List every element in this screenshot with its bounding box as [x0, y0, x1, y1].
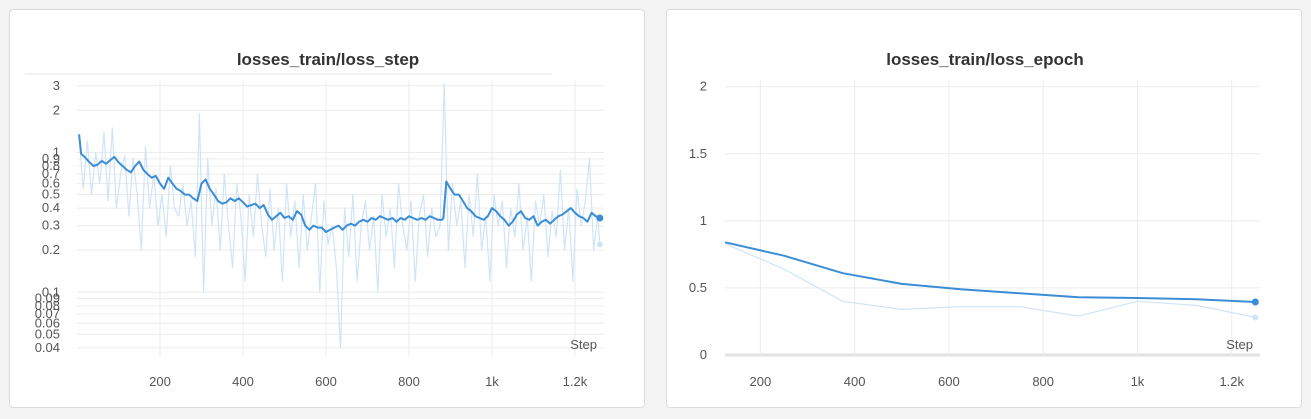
chart-title: losses_train/loss_step [237, 50, 419, 69]
y-tick-label: 0.5 [689, 280, 707, 295]
raw-series-line [78, 83, 601, 349]
x-tick-label: 1.2k [563, 374, 588, 389]
smoothed-series-end-point [1251, 298, 1259, 306]
raw-series-end-point [596, 241, 603, 248]
smoothed-series-line [78, 134, 601, 233]
x-tick-label: 200 [750, 374, 772, 389]
y-tick-label: 0.06 [35, 315, 60, 330]
x-tick-label: 400 [844, 374, 866, 389]
raw-series-line [724, 243, 1256, 318]
x-axis-title: Step [570, 337, 597, 352]
y-tick-label: 0.07 [35, 306, 60, 321]
y-tick-label: 0.9 [42, 151, 60, 166]
y-tick-label: 0.1 [42, 284, 60, 299]
y-tick-label: 0 [700, 347, 707, 362]
y-tick-label: 0.4 [42, 200, 60, 215]
y-tick-label: 1 [53, 144, 60, 159]
y-tick-label: 0.05 [35, 326, 60, 341]
x-tick-label: 800 [1032, 374, 1054, 389]
chart-panel-loss-step[interactable]: losses_train/loss_step 3 2 1 0.9 0.8 0.7 0.6 0.… [9, 9, 645, 408]
x-tick-label: 1.2k [1219, 374, 1244, 389]
chart-panel-loss-epoch[interactable]: losses_train/loss_epoch 0 0.5 1 1.5 2 200 400… [666, 9, 1302, 408]
loss-step-chart: losses_train/loss_step 3210.90.80.70.60.… [25, 50, 604, 389]
raw-series-end-point [1252, 314, 1259, 321]
x-tick-label: 1k [1131, 374, 1145, 389]
y-tick-label: 0.3 [42, 218, 60, 233]
y-tick-label: 0.09 [35, 291, 60, 306]
y-tick-label: 3 [53, 78, 60, 93]
y-tick-label: 0.08 [35, 298, 60, 313]
x-tick-label: 600 [938, 374, 960, 389]
smoothed-series-line [724, 241, 1256, 303]
x-tick-labels: 200 400 600 800 1k 1.2k [750, 374, 1245, 389]
grid-lines [725, 80, 1260, 357]
y-tick-label: 2 [700, 79, 707, 94]
y-tick-label: 2 [53, 102, 60, 117]
y-tick-label: 0.2 [42, 242, 60, 257]
y-tick-labels: 3210.90.80.70.60.50.40.30.20.10.090.080.… [35, 78, 60, 355]
smoothed-series-end-point [596, 214, 604, 222]
x-tick-label: 200 [149, 374, 171, 389]
y-tick-label: 0.04 [35, 340, 60, 355]
series-lines [724, 241, 1259, 321]
x-tick-label: 800 [398, 374, 420, 389]
y-tick-label: 1 [700, 213, 707, 228]
x-tick-labels: 200 400 600 800 1k 1.2k [149, 374, 588, 389]
y-tick-label: 0.8 [42, 158, 60, 173]
series-lines [78, 83, 604, 349]
y-tick-label: 0.5 [42, 187, 60, 202]
x-tick-label: 1k [485, 374, 499, 389]
chart-title: losses_train/loss_epoch [886, 50, 1083, 69]
loss-epoch-chart: losses_train/loss_epoch 0 0.5 1 1.5 2 200 400… [689, 50, 1260, 389]
y-tick-labels: 0 0.5 1 1.5 2 [689, 79, 707, 362]
x-axis-title: Step [1226, 337, 1253, 352]
x-tick-label: 600 [315, 374, 337, 389]
x-tick-label: 400 [232, 374, 254, 389]
y-tick-label: 1.5 [689, 146, 707, 161]
y-tick-label: 0.7 [42, 166, 60, 181]
y-tick-label: 0.6 [42, 175, 60, 190]
